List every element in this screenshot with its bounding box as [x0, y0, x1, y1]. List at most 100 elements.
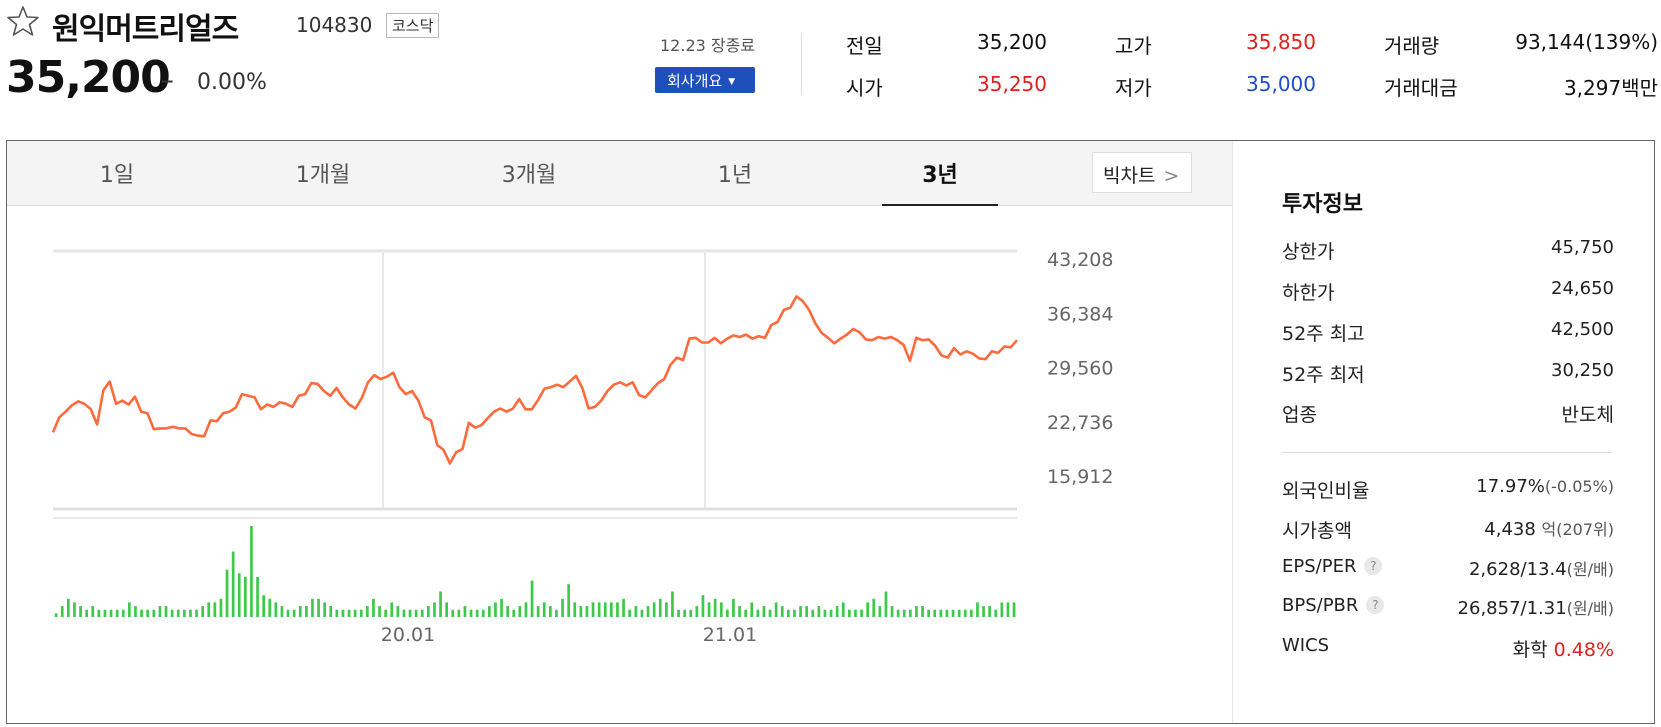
volume-bar — [475, 609, 479, 617]
volume-bar — [823, 609, 827, 617]
stock-name: 원익머트리얼즈 — [52, 12, 239, 47]
volume-bar — [359, 609, 363, 617]
volume-bar — [256, 577, 259, 617]
lower-limit-value: 24,650 — [1551, 278, 1614, 299]
lower-limit-label: 하한가 — [1282, 282, 1335, 304]
divider — [801, 33, 802, 95]
market-cap-value: 4,438 억(207위) — [1484, 516, 1614, 540]
volume-bar — [970, 609, 973, 617]
wics-label: WICS — [1282, 635, 1330, 656]
y-tick-label: 22,736 — [1047, 412, 1113, 434]
volume-bar — [140, 609, 143, 617]
volume-bar — [579, 606, 583, 617]
volume-bar — [244, 577, 247, 617]
high-value: 35,850 — [1246, 30, 1316, 54]
volume-bar — [994, 609, 998, 617]
active-tab-indicator — [882, 204, 998, 206]
tab-1day[interactable]: 1일 — [99, 163, 135, 188]
volume-bar — [811, 609, 815, 617]
volume-bar — [335, 609, 339, 617]
bps-pbr-unit: (원/배) — [1566, 599, 1614, 618]
volume-bar — [85, 609, 88, 617]
volume-bar — [921, 606, 924, 617]
volume-bar — [481, 609, 485, 617]
chevron-right-icon: > — [1163, 165, 1180, 187]
volume-bar — [915, 606, 918, 617]
volume-bar — [829, 609, 833, 617]
volume-bar — [500, 598, 503, 617]
volume-bar — [622, 598, 625, 617]
volume-bar — [963, 609, 967, 617]
volume-bar — [176, 609, 180, 617]
volume-bar — [79, 606, 82, 617]
volume-bar — [561, 598, 564, 617]
y-tick-label: 29,560 — [1047, 358, 1113, 380]
volume-bar — [982, 606, 985, 617]
volume-bar — [463, 606, 467, 617]
volume-bar — [353, 609, 357, 617]
volume-bar — [170, 609, 174, 617]
price-chart: 43,208 36,384 29,560 22,736 15,912 20.01 21.01 — [51, 249, 1113, 646]
volume-bar — [384, 609, 387, 617]
eps-per-label: EPS/PER? — [1282, 556, 1383, 577]
volume-bar — [158, 606, 162, 617]
period-tabs: 1일 1개월 3개월 1년 3년 빅차트 > — [7, 141, 1232, 206]
bps-pbr-label: BPS/PBR? — [1282, 595, 1385, 616]
volume-bar — [585, 606, 589, 617]
bigchart-button[interactable]: 빅차트 > — [1092, 152, 1192, 193]
volume-bar — [738, 606, 741, 617]
volume-bar — [726, 609, 729, 617]
volume-bar — [713, 598, 717, 617]
volume-bar — [183, 609, 186, 617]
foreign-ratio-label: 외국인비율 — [1282, 480, 1370, 502]
help-icon[interactable]: ? — [1364, 557, 1383, 575]
volume-bar — [219, 598, 223, 617]
volume-label: 거래량 — [1384, 34, 1440, 58]
volume-bar — [225, 569, 229, 617]
volume-bar — [396, 606, 400, 617]
volume-bar — [793, 609, 796, 617]
help-icon[interactable]: ? — [1366, 596, 1385, 614]
volume-bar — [652, 602, 656, 617]
bps-pbr: 26,857/1.31 — [1457, 598, 1567, 619]
volume-bar — [671, 591, 674, 617]
invest-info-title: 투자정보 — [1282, 192, 1363, 217]
volume-bar — [414, 609, 418, 617]
tab-1month[interactable]: 1개월 — [295, 163, 351, 188]
volume-bar — [420, 609, 424, 617]
volume-bar — [945, 609, 949, 617]
volume-bar — [701, 595, 705, 617]
industry-value[interactable]: 반도체 — [1561, 404, 1614, 426]
x-tick-label: 21.01 — [703, 624, 757, 646]
volume-bar — [902, 609, 906, 617]
volume-bar — [1006, 602, 1010, 617]
volume-bar — [201, 606, 204, 617]
company-overview-button[interactable]: 회사개요 ▼ — [655, 67, 755, 93]
volume-bar — [408, 609, 412, 617]
volume-bar — [530, 580, 534, 617]
volume-bar — [115, 609, 119, 617]
wics-value[interactable]: 화학 0.48% — [1513, 635, 1614, 662]
market-cap-label: 시가총액 — [1282, 520, 1352, 542]
trade-amount-label: 거래대금 — [1384, 76, 1458, 100]
favorite-star-icon[interactable] — [6, 4, 40, 38]
volume-bar — [292, 609, 296, 617]
upper-limit-value: 45,750 — [1551, 237, 1614, 258]
tab-3month[interactable]: 3개월 — [501, 163, 557, 188]
volume-bar — [597, 602, 601, 617]
volume-bar — [640, 609, 644, 617]
volume-bar — [951, 609, 955, 617]
chart-panel: 1일 1개월 3개월 1년 3년 빅차트 > 43,208 36,384 29,560… — [6, 140, 1655, 724]
volume-bar — [707, 602, 711, 617]
volume-bar — [103, 609, 107, 617]
y-tick-label: 15,912 — [1047, 466, 1113, 488]
volume-bar — [298, 606, 302, 617]
volume-bar — [866, 602, 869, 617]
tab-1year[interactable]: 1년 — [717, 163, 753, 188]
tab-3year[interactable]: 3년 — [922, 163, 958, 188]
volume-bar — [262, 595, 265, 617]
volume-bar — [689, 609, 693, 617]
volume-bar — [719, 602, 723, 617]
volume-bar — [658, 598, 662, 617]
high-label: 고가 — [1115, 34, 1152, 58]
